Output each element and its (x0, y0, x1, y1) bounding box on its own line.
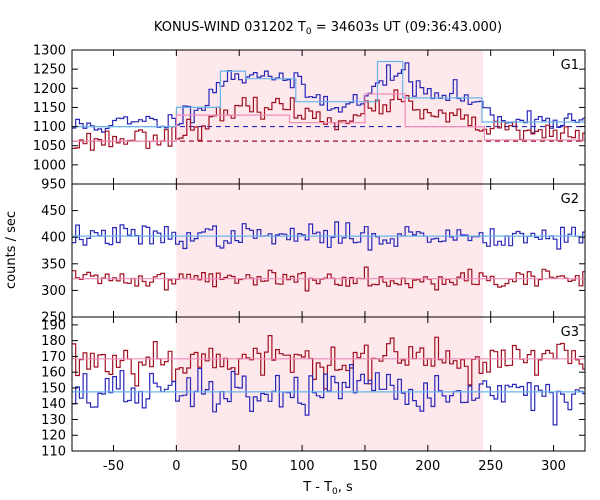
g3-panel-label: G3 (561, 325, 579, 340)
g1-fit-1 (72, 60, 585, 128)
xtick-label: 300 (541, 459, 566, 474)
xtick-label: 150 (353, 459, 378, 474)
g2-ytick-label: 300 (41, 284, 66, 299)
g1-ytick-label: 1100 (33, 120, 66, 135)
g1-ytick-label: 1050 (33, 139, 66, 154)
g3-ytick-label: 130 (41, 413, 66, 428)
g2-ytick-label: 450 (41, 204, 66, 219)
g1-ytick-label: 1300 (33, 44, 66, 59)
g1-fit-2 (72, 93, 585, 142)
g1-ytick-label: 1150 (33, 101, 66, 116)
g1-ytick-label: 950 (41, 178, 66, 193)
g3-ytick-label: 170 (41, 350, 66, 365)
g3-ytick-label: 190 (41, 318, 66, 333)
g3-ytick-label: 150 (41, 381, 66, 396)
xtick-label: 200 (415, 459, 440, 474)
g2-ytick-label: 400 (41, 231, 66, 246)
g3-ytick-label: 160 (41, 366, 66, 381)
g1-ytick-label: 1200 (33, 82, 66, 97)
g2-series-2 (72, 266, 585, 292)
g2-panel-label: G2 (561, 192, 579, 207)
chart-title: KONUS-WIND 031202 T0 = 34603s UT (09:36:… (154, 20, 502, 37)
g1-panel-label: G1 (561, 58, 579, 73)
xtick-label: 0 (172, 459, 180, 474)
g1-ytick-label: 1250 (33, 63, 66, 78)
g1-series-2 (72, 89, 585, 151)
panels-layer: 950 1000 1050 1100 1150 1200 1250 1300 G1 250 300 3… (33, 44, 586, 460)
g2-ytick-label: 350 (41, 257, 66, 272)
g3-ytick-label: 110 (41, 445, 66, 460)
xtick-label: 250 (478, 459, 503, 474)
g2-ytick-label: 250 (41, 311, 66, 326)
xtick-label: 100 (290, 459, 315, 474)
xtick-label: -50 (103, 459, 124, 474)
g3-ytick-label: 120 (41, 429, 66, 444)
burst-interval-shade (176, 50, 484, 451)
g3-panel-frame (71, 316, 586, 452)
y-axis-label: counts / sec (4, 211, 19, 289)
g3-ytick-label: 140 (41, 397, 66, 412)
g3-series-2 (72, 364, 585, 426)
g2-series-1 (72, 221, 585, 251)
g3-ytick-label: 180 (41, 334, 66, 349)
xtick-label: 50 (231, 459, 248, 474)
g1-ytick-label: 1000 (33, 158, 66, 173)
x-tick-labels: -50 0 50 100 150 200 250 300 (103, 459, 566, 474)
x-axis-label: T - T0, s (302, 480, 353, 497)
g1-series-1 (72, 62, 585, 134)
